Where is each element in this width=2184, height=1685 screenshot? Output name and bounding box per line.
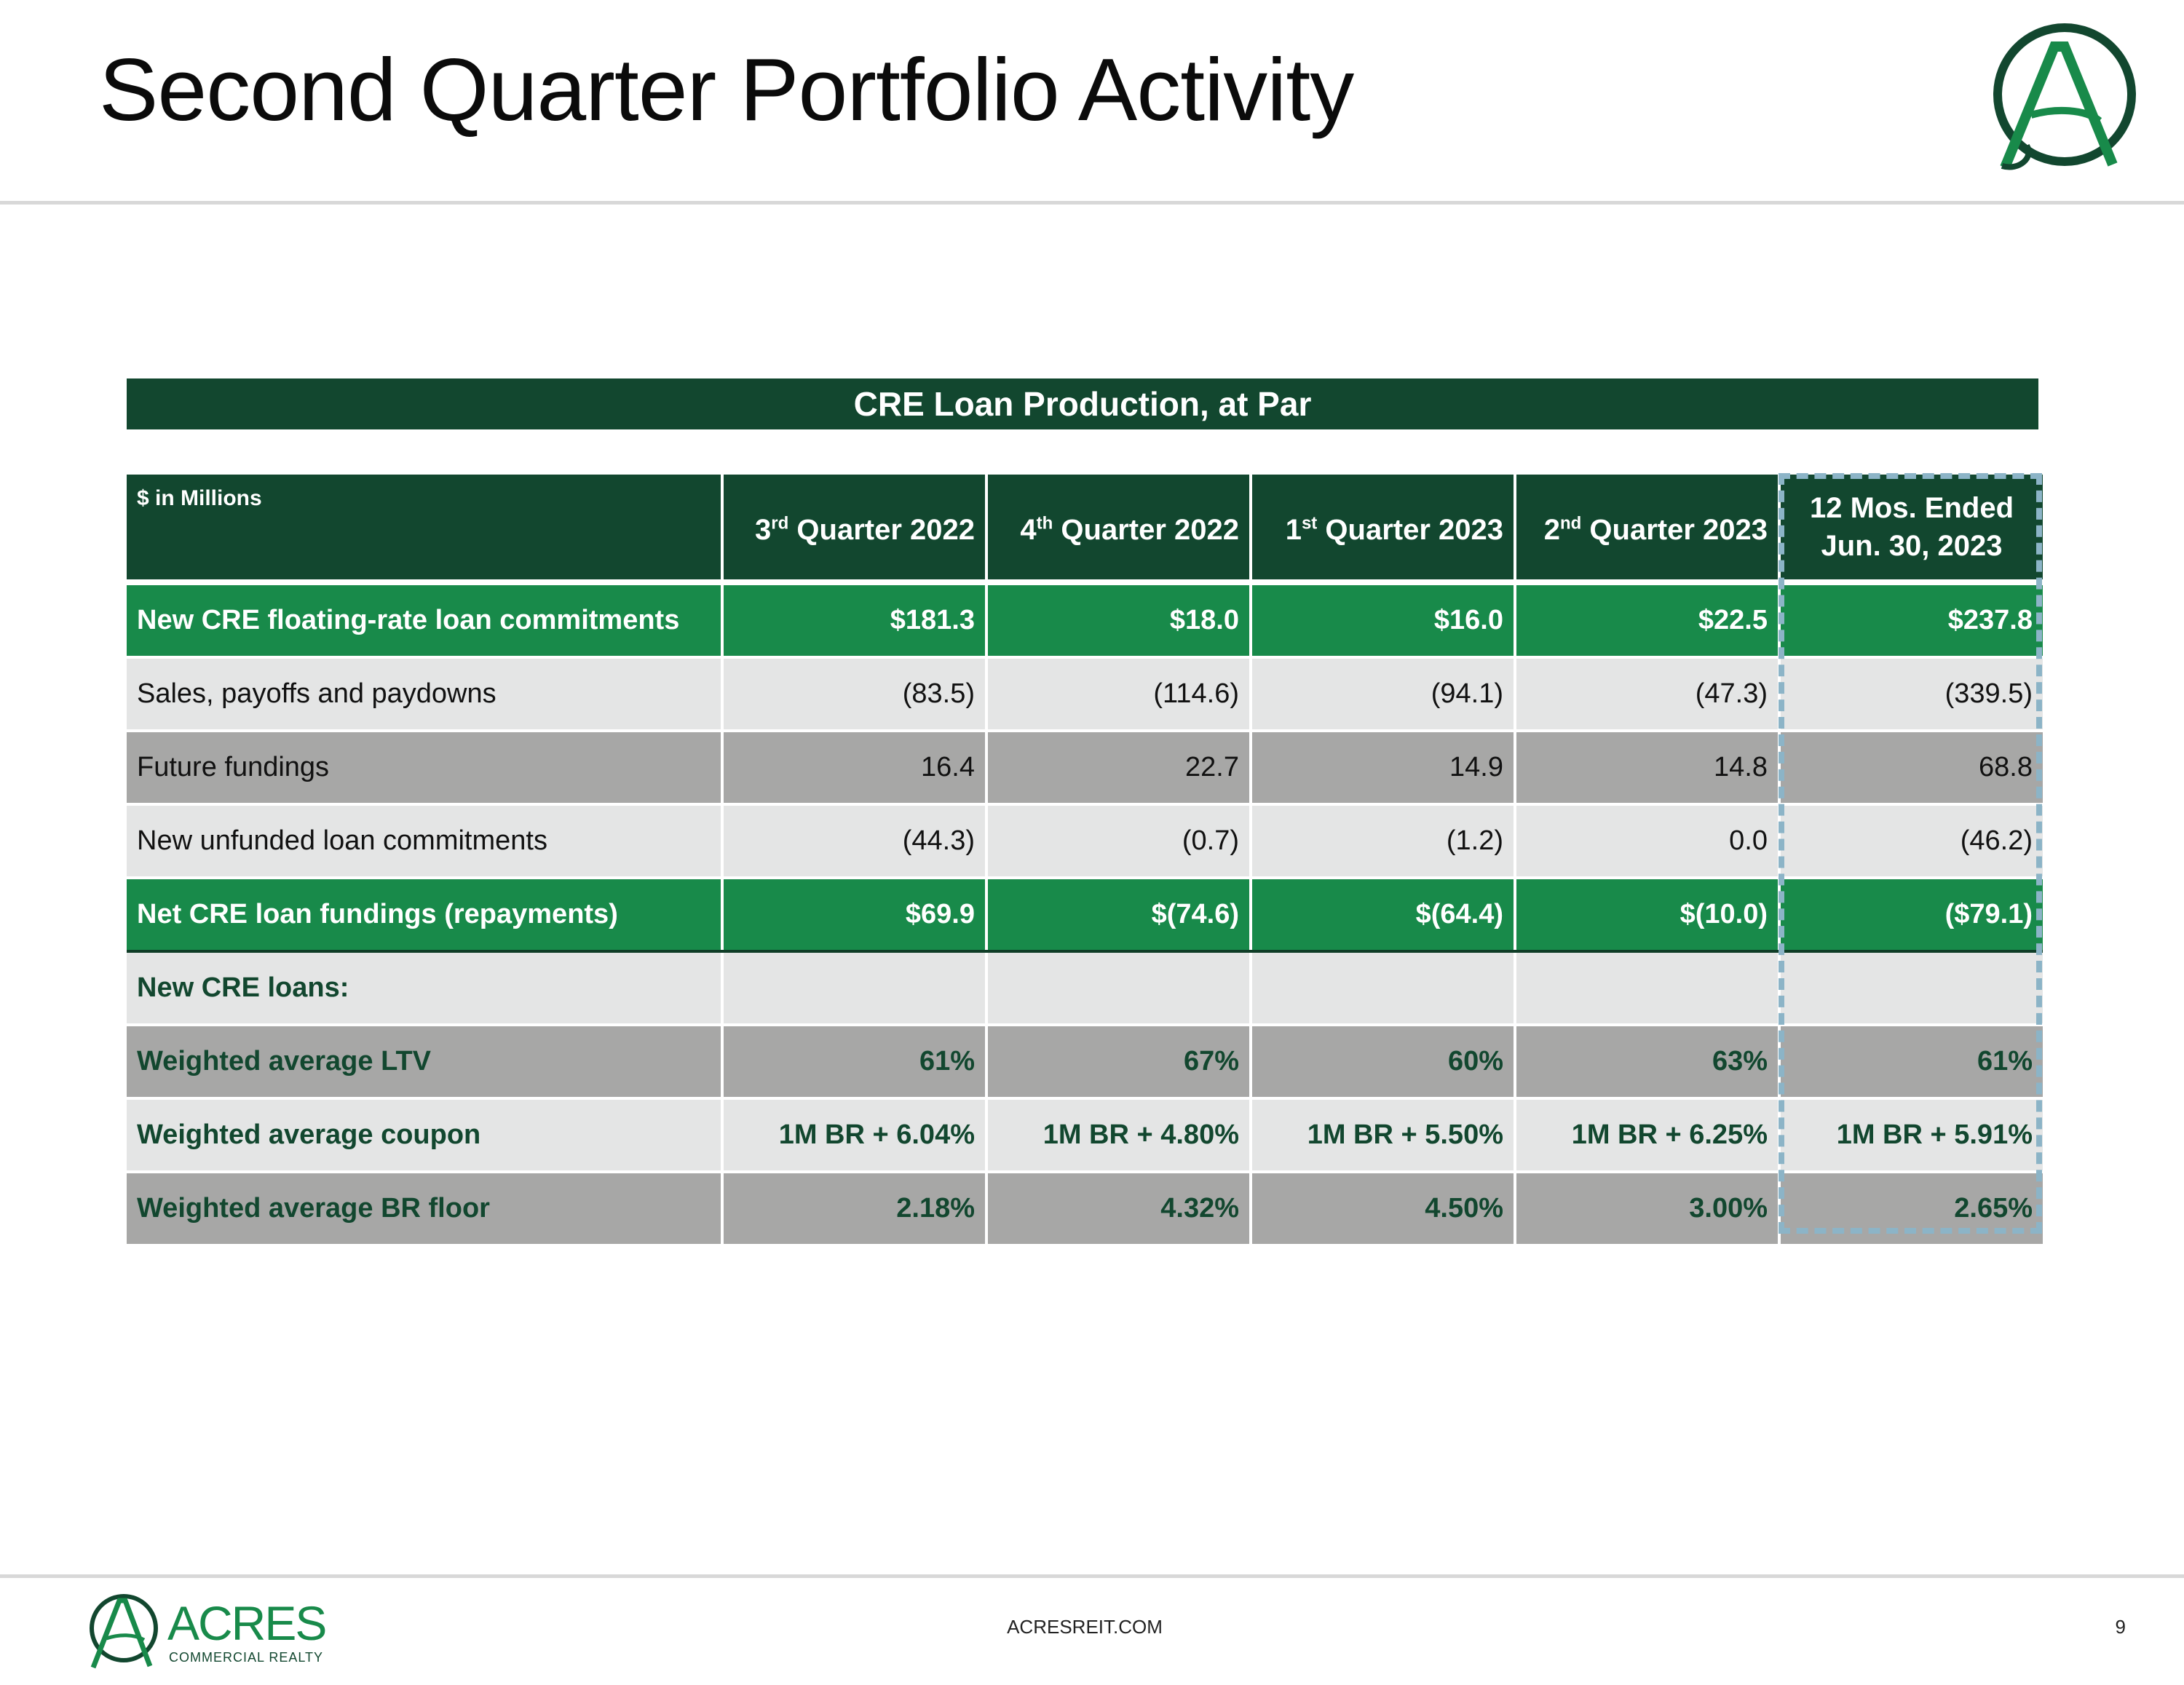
table-cell: 14.9 bbox=[1251, 731, 1516, 806]
table-cell: 1M BR + 6.04% bbox=[722, 1098, 988, 1173]
table-header-row: $ in Millions 3rd Quarter 2022 4th Quart… bbox=[127, 475, 2043, 585]
column-header-q3-2022: 3rd Quarter 2022 bbox=[722, 475, 988, 585]
table-cell bbox=[722, 951, 988, 1026]
table-row: Weighted average LTV 61% 67% 60% 63% 61% bbox=[127, 1025, 2043, 1100]
table-cell: 16.4 bbox=[722, 731, 988, 806]
table-cell: (47.3) bbox=[1515, 657, 1781, 732]
table-cell: 1M BR + 4.80% bbox=[986, 1098, 1252, 1173]
table-cell: (44.3) bbox=[722, 804, 988, 879]
table-row: Weighted average coupon 1M BR + 6.04% 1M… bbox=[127, 1098, 2043, 1173]
table-cell: 3.00% bbox=[1515, 1172, 1781, 1247]
table-cell: (0.7) bbox=[986, 804, 1252, 879]
row-label: New unfunded loan commitments bbox=[127, 804, 724, 879]
table-row: New CRE floating-rate loan commitments $… bbox=[127, 582, 2043, 659]
table-cell: $237.8 bbox=[1779, 582, 2043, 659]
table-cell: (1.2) bbox=[1251, 804, 1516, 879]
table-cell: $18.0 bbox=[986, 582, 1252, 659]
row-label: Weighted average LTV bbox=[127, 1025, 724, 1100]
table-cell: 0.0 bbox=[1515, 804, 1781, 879]
acres-logo-icon bbox=[1993, 23, 2136, 170]
table-cell: (339.5) bbox=[1779, 657, 2043, 732]
table-cell: (46.2) bbox=[1779, 804, 2043, 879]
column-header-q4-2022: 4th Quarter 2022 bbox=[986, 475, 1252, 585]
row-label: New CRE floating-rate loan commitments bbox=[127, 582, 724, 659]
table-cell bbox=[986, 951, 1252, 1026]
table-cell: (83.5) bbox=[722, 657, 988, 732]
unit-label: $ in Millions bbox=[127, 475, 724, 585]
table-cell: 22.7 bbox=[986, 731, 1252, 806]
table-cell: $(74.6) bbox=[986, 876, 1252, 953]
table-cell: 1M BR + 5.91% bbox=[1779, 1098, 2043, 1173]
row-label: New CRE loans: bbox=[127, 951, 724, 1026]
table-cell: (94.1) bbox=[1251, 657, 1516, 732]
table-cell: 14.8 bbox=[1515, 731, 1781, 806]
header-divider bbox=[0, 201, 2184, 205]
table-row: Sales, payoffs and paydowns (83.5) (114.… bbox=[127, 657, 2043, 732]
table-cell: $181.3 bbox=[722, 582, 988, 659]
table-row-section-header: New CRE loans: bbox=[127, 951, 2043, 1026]
table-cell: $(64.4) bbox=[1251, 876, 1516, 953]
footer-brand-sub: COMMERCIAL REALTY bbox=[169, 1650, 323, 1665]
row-label: Sales, payoffs and paydowns bbox=[127, 657, 724, 732]
table-cell: $69.9 bbox=[722, 876, 988, 953]
table-row: New unfunded loan commitments (44.3) (0.… bbox=[127, 804, 2043, 879]
footer-url[interactable]: ACRESREIT.COM bbox=[1007, 1616, 1163, 1638]
column-header-q1-2023: 1st Quarter 2023 bbox=[1251, 475, 1516, 585]
table-row: Future fundings 16.4 22.7 14.9 14.8 68.8 bbox=[127, 731, 2043, 806]
table-cell: 2.65% bbox=[1779, 1172, 2043, 1247]
table-cell: 2.18% bbox=[722, 1172, 988, 1247]
column-header-q2-2023: 2nd Quarter 2023 bbox=[1515, 475, 1781, 585]
table-cell: 67% bbox=[986, 1025, 1252, 1100]
table-cell: 61% bbox=[1779, 1025, 2043, 1100]
table-cell: 61% bbox=[722, 1025, 988, 1100]
table-cell bbox=[1515, 951, 1781, 1026]
table-cell bbox=[1779, 951, 2043, 1026]
footer-brand: ACRES bbox=[167, 1596, 325, 1650]
table-cell: $16.0 bbox=[1251, 582, 1516, 659]
table-cell: (114.6) bbox=[986, 657, 1252, 732]
loan-production-table: $ in Millions 3rd Quarter 2022 4th Quart… bbox=[127, 475, 2043, 1247]
table-cell: 63% bbox=[1515, 1025, 1781, 1100]
table-cell: 60% bbox=[1251, 1025, 1516, 1100]
table-cell: ($79.1) bbox=[1779, 876, 2043, 953]
table-cell: $22.5 bbox=[1515, 582, 1781, 659]
table-cell: 68.8 bbox=[1779, 731, 2043, 806]
table-cell: $(10.0) bbox=[1515, 876, 1781, 953]
page-title: Second Quarter Portfolio Activity bbox=[99, 40, 1354, 139]
table-cell: 1M BR + 5.50% bbox=[1251, 1098, 1516, 1173]
table-cell: 1M BR + 6.25% bbox=[1515, 1098, 1781, 1173]
row-label: Net CRE loan fundings (repayments) bbox=[127, 876, 724, 953]
footer-divider bbox=[0, 1574, 2184, 1578]
row-label: Future fundings bbox=[127, 731, 724, 806]
table-row-net-fundings: Net CRE loan fundings (repayments) $69.9… bbox=[127, 876, 2043, 953]
row-label: Weighted average coupon bbox=[127, 1098, 724, 1173]
table-cell: 4.32% bbox=[986, 1172, 1252, 1247]
table-banner: CRE Loan Production, at Par bbox=[127, 378, 2038, 429]
table-cell bbox=[1251, 951, 1516, 1026]
page-number: 9 bbox=[2115, 1616, 2126, 1638]
row-label: Weighted average BR floor bbox=[127, 1172, 724, 1247]
table-cell: 4.50% bbox=[1251, 1172, 1516, 1247]
acres-footer-logo: ACRES COMMERCIAL REALTY bbox=[90, 1594, 327, 1669]
column-header-12-months: 12 Mos. Ended Jun. 30, 2023 bbox=[1779, 475, 2043, 585]
table-row: Weighted average BR floor 2.18% 4.32% 4.… bbox=[127, 1172, 2043, 1247]
